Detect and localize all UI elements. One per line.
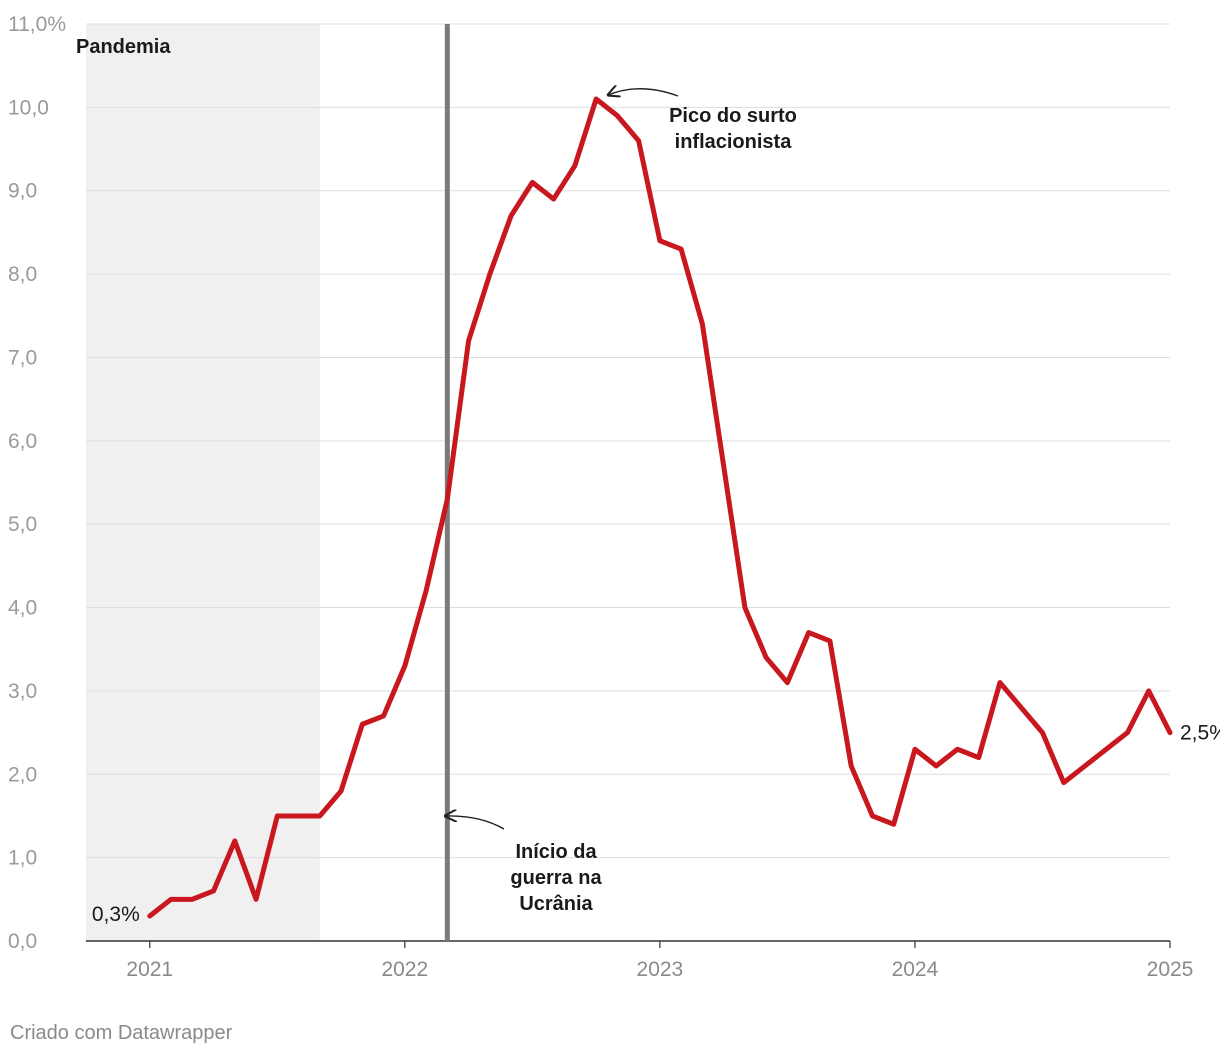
data-point bbox=[1063, 782, 1065, 784]
y-tick-label: 10,0 bbox=[8, 96, 49, 119]
data-point bbox=[298, 815, 300, 817]
data-point bbox=[361, 723, 363, 725]
y-tick-label: 5,0 bbox=[8, 513, 37, 536]
data-point bbox=[531, 181, 533, 183]
data-point bbox=[765, 657, 767, 659]
data-point bbox=[978, 757, 980, 759]
data-point bbox=[234, 840, 236, 842]
data-point bbox=[149, 915, 151, 917]
y-tick-label: 0,0 bbox=[8, 930, 37, 953]
y-tick-label: 11,0% bbox=[8, 13, 66, 36]
data-point bbox=[744, 607, 746, 609]
data-point bbox=[574, 165, 576, 167]
y-tick-label: 4,0 bbox=[8, 597, 37, 620]
war-annotation-text: guerra na bbox=[510, 867, 602, 889]
y-tick-label: 6,0 bbox=[8, 430, 37, 453]
annotations: Pico do surto inflacionista Início da guerr… bbox=[445, 89, 797, 915]
data-point bbox=[893, 823, 895, 825]
data-point bbox=[170, 898, 172, 900]
x-tick-label: 2025 bbox=[1147, 958, 1194, 981]
data-point bbox=[1020, 707, 1022, 709]
x-axis-ticks: 2021 2022 2023 2024 2025 bbox=[126, 941, 1193, 981]
data-point bbox=[701, 323, 703, 325]
data-point bbox=[213, 890, 215, 892]
data-point bbox=[616, 115, 618, 117]
series-points bbox=[149, 98, 1171, 917]
data-point bbox=[935, 765, 937, 767]
data-point bbox=[914, 748, 916, 750]
data-point bbox=[595, 98, 597, 100]
data-point bbox=[659, 240, 661, 242]
data-point bbox=[999, 682, 1001, 684]
data-point bbox=[255, 898, 257, 900]
data-point bbox=[319, 815, 321, 817]
data-point bbox=[489, 273, 491, 275]
x-tick-label: 2023 bbox=[637, 958, 684, 981]
data-point bbox=[276, 815, 278, 817]
y-tick-label: 3,0 bbox=[8, 680, 37, 703]
pandemic-shaded-region bbox=[86, 24, 320, 941]
data-point bbox=[1126, 732, 1128, 734]
data-point bbox=[553, 198, 555, 200]
data-point bbox=[786, 682, 788, 684]
data-point bbox=[191, 898, 193, 900]
war-annotation-text: Início da bbox=[515, 841, 597, 863]
peak-annotation-text: inflacionista bbox=[675, 131, 793, 153]
data-point bbox=[340, 790, 342, 792]
war-annotation-arrow bbox=[445, 816, 505, 830]
y-tick-label: 7,0 bbox=[8, 346, 37, 369]
y-tick-label: 2,0 bbox=[8, 763, 37, 786]
data-point bbox=[446, 498, 448, 500]
data-point bbox=[1148, 690, 1150, 692]
data-point bbox=[1041, 732, 1043, 734]
data-point bbox=[850, 765, 852, 767]
data-point bbox=[1105, 748, 1107, 750]
start-value-label: 0,3% bbox=[92, 903, 140, 926]
war-annotation-text: Ucrânia bbox=[519, 893, 593, 915]
data-point bbox=[680, 248, 682, 250]
data-point bbox=[638, 140, 640, 142]
data-point bbox=[425, 590, 427, 592]
peak-annotation-text: Pico do surto bbox=[669, 105, 797, 127]
data-point bbox=[723, 465, 725, 467]
data-point bbox=[510, 215, 512, 217]
grid-lines bbox=[86, 23, 1170, 859]
data-point bbox=[1169, 732, 1171, 734]
data-point bbox=[404, 665, 406, 667]
data-point bbox=[808, 632, 810, 634]
data-point bbox=[468, 340, 470, 342]
data-point bbox=[829, 640, 831, 642]
y-tick-label: 1,0 bbox=[8, 847, 37, 870]
data-point bbox=[1084, 765, 1086, 767]
x-tick-label: 2022 bbox=[381, 958, 428, 981]
y-axis-ticks: 0,0 1,0 2,0 3,0 4,0 5,0 6,0 7,0 8,0 9,0 10,0 11,0% bbox=[8, 13, 66, 953]
peak-annotation-arrow bbox=[608, 89, 679, 96]
data-point bbox=[383, 715, 385, 717]
credit-text: Criado com Datawrapper bbox=[10, 1022, 233, 1044]
end-value-label: 2,5% bbox=[1180, 722, 1220, 745]
pandemic-label: Pandemia bbox=[76, 36, 171, 58]
data-point bbox=[871, 815, 873, 817]
y-tick-label: 9,0 bbox=[8, 180, 37, 203]
y-tick-label: 8,0 bbox=[8, 263, 37, 286]
x-tick-label: 2021 bbox=[126, 958, 173, 981]
x-tick-label: 2024 bbox=[892, 958, 939, 981]
data-point bbox=[956, 748, 958, 750]
